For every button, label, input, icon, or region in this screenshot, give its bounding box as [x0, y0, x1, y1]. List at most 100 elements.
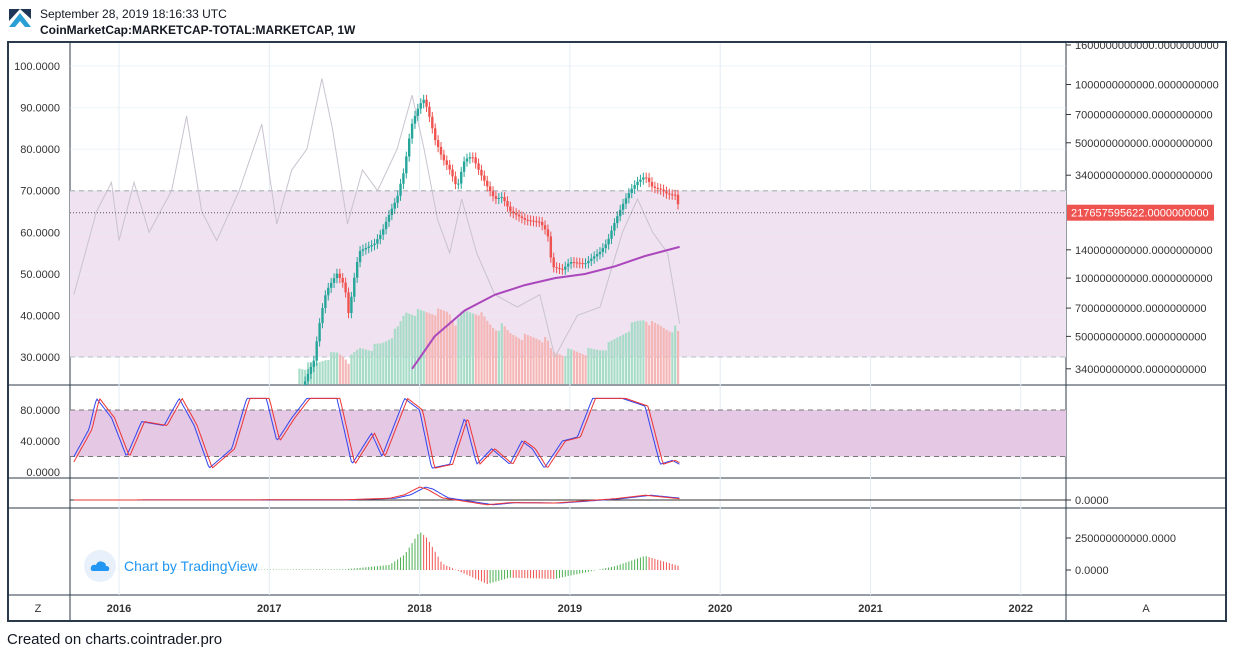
- candle-body: [592, 256, 596, 259]
- candle-body: [509, 206, 512, 212]
- overlay-tick: 80.0000: [20, 144, 60, 156]
- candle-body: [572, 262, 576, 264]
- candle-body: [639, 179, 642, 182]
- candle-body: [451, 169, 454, 177]
- volume-bar: [653, 322, 657, 384]
- candle-body: [402, 173, 405, 184]
- volume-bar: [584, 355, 587, 384]
- volume-bar: [359, 348, 362, 384]
- candle-body: [428, 106, 431, 117]
- candle-body: [341, 277, 344, 283]
- price-tick: 70000000000.0000000000: [1075, 303, 1207, 315]
- volume-bar: [535, 338, 538, 384]
- candle-body: [564, 266, 567, 270]
- scale-button-right[interactable]: A: [1142, 603, 1150, 615]
- last-price-label: 217657595622.0000000000: [1071, 208, 1209, 220]
- stoch-tick: 0.0000: [26, 467, 60, 479]
- volume-bar: [512, 334, 515, 384]
- volume-bar: [572, 350, 576, 384]
- candle-body: [419, 103, 422, 109]
- cointrader-logo: [9, 9, 31, 27]
- volume-bar: [376, 343, 379, 384]
- candle-body: [549, 236, 553, 258]
- volume-bar: [518, 338, 521, 384]
- volume-bar: [480, 312, 483, 384]
- volume-bar: [327, 359, 330, 384]
- candle-body: [566, 263, 570, 267]
- volume-bar: [434, 315, 437, 384]
- volume-bar: [312, 363, 316, 384]
- scale-button-left[interactable]: Z: [35, 603, 42, 615]
- volume-bar: [601, 350, 605, 384]
- candle-body: [387, 214, 391, 222]
- candle-body: [506, 201, 509, 207]
- volume-bar: [428, 313, 431, 384]
- candle-body: [543, 225, 547, 230]
- stoch-k-line: [73, 397, 680, 469]
- candle-body: [578, 262, 581, 264]
- volume-bar: [555, 353, 558, 384]
- candle-body: [347, 292, 350, 314]
- volume-bar: [492, 328, 495, 384]
- candle-body: [480, 169, 483, 176]
- candle-body: [526, 219, 529, 221]
- volume-bar: [370, 351, 373, 384]
- stoch-band: [70, 410, 1066, 457]
- candle-body: [540, 221, 544, 226]
- volume-bar: [674, 325, 677, 384]
- candle-body: [627, 192, 631, 199]
- candle-body: [431, 116, 434, 129]
- candle-body: [488, 186, 492, 192]
- candle-body: [552, 257, 555, 268]
- candle-body: [355, 262, 359, 278]
- volume-bar: [619, 336, 622, 384]
- volume-bar: [598, 350, 602, 384]
- price-tick: 1000000000000.0000000000: [1075, 79, 1219, 91]
- footer-credit: Created on charts.cointrader.pro: [7, 631, 223, 648]
- volume-bar: [468, 312, 472, 384]
- candle-body: [587, 260, 590, 264]
- candle-body: [520, 216, 524, 219]
- candle-body: [671, 194, 674, 196]
- volume-bar: [593, 349, 596, 384]
- candle-body: [315, 341, 318, 361]
- tradingview-watermark[interactable]: Chart by TradingView: [84, 550, 258, 582]
- volume-bar: [439, 309, 443, 384]
- candle-body: [665, 191, 668, 194]
- volume-bar: [544, 337, 547, 384]
- volume-bar: [361, 348, 365, 384]
- candle-body: [503, 197, 506, 202]
- candle-body: [561, 268, 564, 270]
- volume-bar: [509, 333, 512, 384]
- volume-bar: [390, 338, 394, 384]
- macd-signal-line: [73, 486, 680, 506]
- volume-bar: [662, 327, 665, 384]
- volume-bar: [558, 354, 561, 384]
- candle-body: [367, 246, 370, 248]
- candle-body: [595, 254, 599, 257]
- price-tick: 50000000000.0000000000: [1075, 331, 1207, 343]
- volume-bar: [413, 315, 417, 384]
- candle-body: [529, 220, 532, 222]
- candle-body: [442, 154, 446, 161]
- volume-bar: [463, 310, 466, 384]
- volume-bar: [564, 356, 567, 384]
- volume-bar: [561, 355, 564, 384]
- candle-body: [468, 157, 472, 159]
- candle-body: [410, 123, 414, 139]
- candle-body: [514, 213, 518, 215]
- volume-bar: [630, 322, 633, 384]
- candle-body: [621, 203, 625, 210]
- candle-body: [558, 268, 561, 270]
- hist-tick: 250000000000.0000: [1075, 533, 1176, 545]
- volume-bar: [448, 314, 451, 384]
- volume-bar: [402, 315, 405, 384]
- volume-bar: [419, 310, 422, 384]
- candle-body: [350, 296, 353, 314]
- volume-bar: [633, 321, 636, 384]
- volume-bar: [330, 352, 333, 384]
- volume-bar: [318, 362, 321, 384]
- volume-bar: [373, 343, 376, 384]
- volume-bar: [541, 342, 544, 384]
